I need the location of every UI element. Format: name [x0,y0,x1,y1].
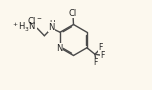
Text: H: H [49,20,55,29]
Text: N: N [48,23,55,32]
Text: F: F [100,51,105,60]
Text: Cl: Cl [69,9,77,18]
Text: Cl$^-$: Cl$^-$ [27,15,43,26]
Text: F: F [99,43,103,52]
Text: N: N [56,44,62,53]
Text: F: F [94,58,98,67]
Text: $^+$H$_3$N: $^+$H$_3$N [11,21,37,34]
